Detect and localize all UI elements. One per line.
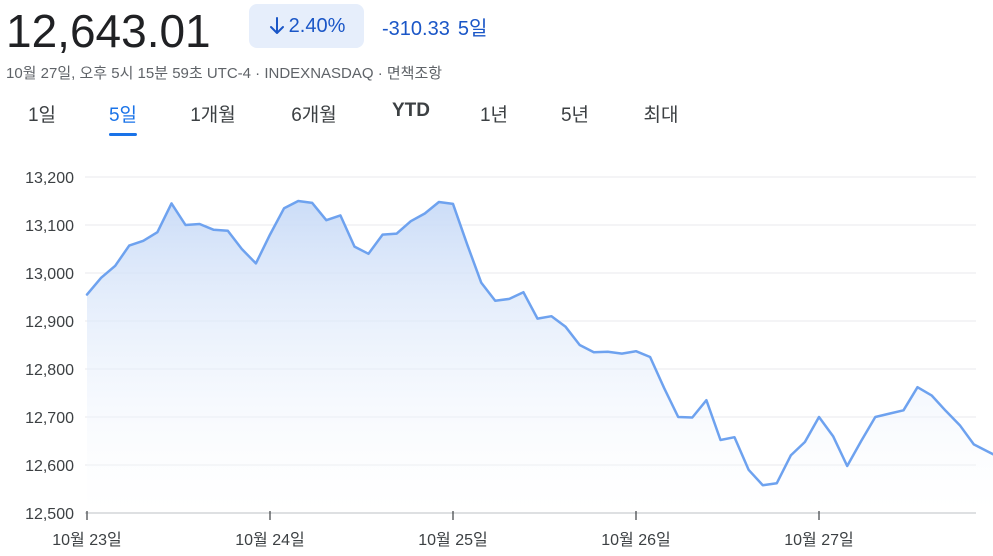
y-axis: 12,500 12,600 12,700 12,800 12,900 13,000 13,1…	[25, 170, 74, 523]
tab-label: 5일	[108, 105, 138, 126]
change-absolute: -310.33 5일	[382, 12, 487, 41]
tab-label: 1년	[479, 105, 509, 126]
x-tick-label: 10월 26일	[601, 531, 670, 549]
arrow-down-icon	[269, 17, 284, 34]
change-percent-badge: 2.40%	[249, 4, 364, 48]
change-absolute-value: -310.33	[382, 18, 450, 40]
tab-label: 1개월	[190, 105, 236, 126]
area-fill	[87, 201, 993, 513]
y-tick-label: 12,900	[25, 314, 74, 331]
change-period: 5일	[457, 18, 488, 40]
tab-1y[interactable]: 1년	[480, 100, 508, 133]
x-tick-label: 10월 25일	[418, 531, 487, 549]
y-tick-label: 13,100	[25, 218, 74, 235]
y-tick-label: 13,200	[25, 170, 74, 187]
tab-label: 5년	[560, 105, 590, 126]
y-tick-label: 12,500	[25, 506, 74, 523]
tab-label: 최대	[643, 105, 679, 126]
active-tab-indicator	[108, 133, 138, 136]
tab-1m[interactable]: 1개월	[190, 100, 236, 133]
tab-6m[interactable]: 6개월	[291, 100, 337, 133]
x-tick-label: 10월 24일	[235, 531, 304, 549]
tab-5y[interactable]: 5년	[561, 100, 589, 133]
y-tick-label: 12,800	[25, 362, 74, 379]
tab-label: YTD	[392, 100, 430, 121]
current-price: 12,643.01	[6, 5, 211, 57]
tab-5d[interactable]: 5일	[108, 100, 138, 136]
change-percent: 2.40%	[288, 14, 346, 37]
x-axis: 10월 23일 10월 24일 10월 25일 10월 26일 10월 27일	[52, 511, 976, 549]
y-tick-label: 13,000	[25, 266, 74, 283]
tab-label: 1일	[27, 105, 57, 126]
tab-max[interactable]: 최대	[644, 100, 679, 133]
area-fill-layer	[85, 199, 993, 513]
y-tick-label: 12,600	[25, 458, 74, 475]
tab-ytd[interactable]: YTD	[392, 100, 430, 128]
y-tick-label: 12,700	[25, 410, 74, 427]
quote-meta: 10월 27일, 오후 5시 15분 59초 UTC-4 · INDEXNASD…	[6, 65, 443, 82]
x-tick-label: 10월 23일	[52, 531, 121, 549]
tab-1d[interactable]: 1일	[28, 100, 56, 133]
range-tabs: 1일 5일 1개월 6개월 YTD 1년 5년 최대	[0, 100, 993, 136]
x-tick-label: 10월 27일	[784, 531, 853, 549]
tab-label: 6개월	[291, 105, 337, 126]
price-line	[85, 199, 993, 487]
